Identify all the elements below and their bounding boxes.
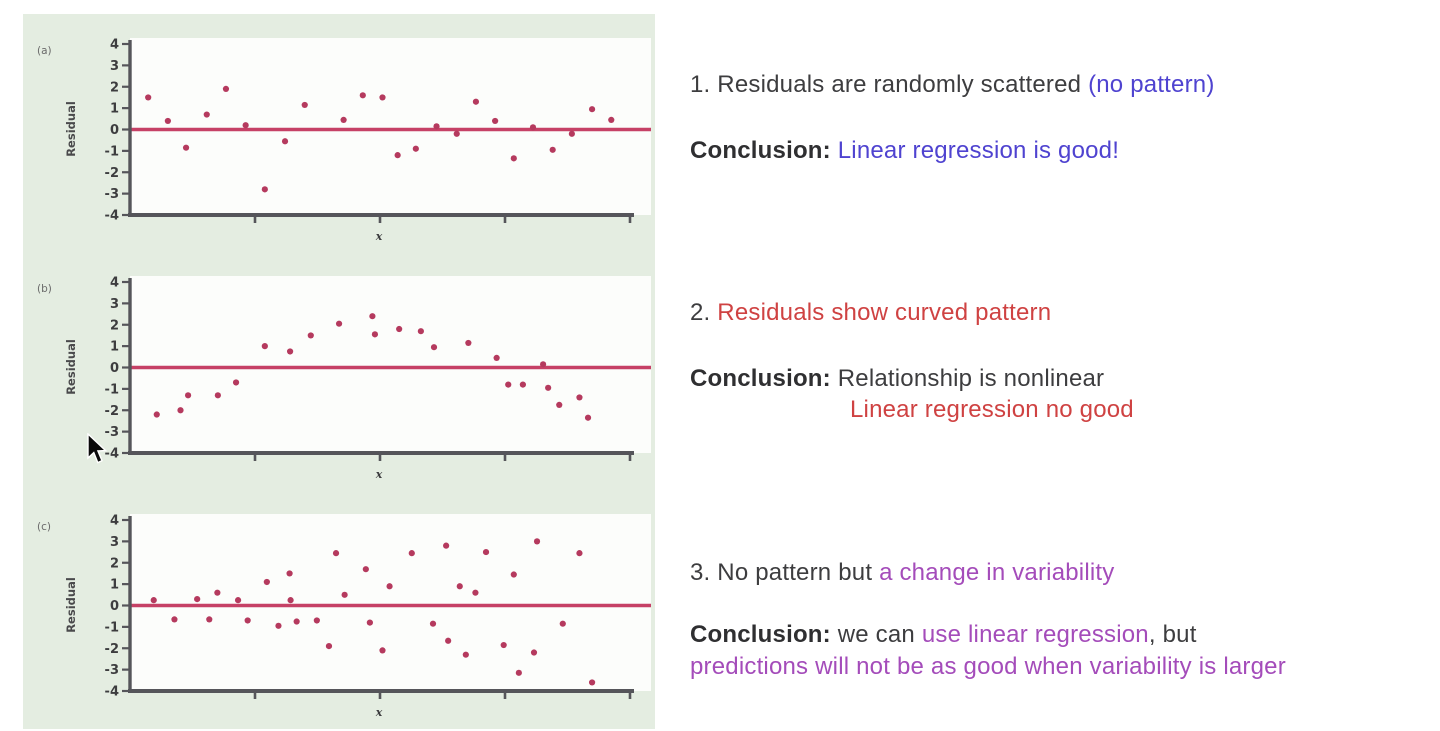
note-3-line-3: predictions will not be as good when var… xyxy=(690,652,1286,682)
svg-text:-3: -3 xyxy=(105,663,119,678)
svg-text:x: x xyxy=(375,230,383,243)
conclusion-label: Conclusion: xyxy=(690,365,838,392)
note-2-conclusion: Conclusion: Relationship is nonlinear xyxy=(690,364,1104,394)
svg-text:2: 2 xyxy=(110,80,119,95)
svg-text:-4: -4 xyxy=(105,209,119,224)
note-2-line-1: 2. Residuals show curved pattern xyxy=(690,298,1051,328)
svg-text:3: 3 xyxy=(110,535,119,550)
scatter-chart-c: 4 3 2 1 0 -1 -2 -3 -4 Residual x (c) xyxy=(37,514,651,719)
text-segment: (no pattern) xyxy=(1088,71,1215,98)
note-2-line-3: Linear regression no good xyxy=(690,395,1134,425)
svg-text:1: 1 xyxy=(110,340,119,355)
text-segment: Relationship is nonlinear xyxy=(837,365,1105,392)
text-segment: a change in variability xyxy=(879,559,1115,586)
svg-text:x: x xyxy=(375,468,383,481)
mouse-cursor-icon xyxy=(87,433,108,464)
svg-text:1: 1 xyxy=(110,102,119,117)
svg-text:-2: -2 xyxy=(105,642,119,657)
residual-plots-panel: 4 3 2 1 0 -1 -2 -3 -4 Residual x (a) 4 3 2 1 0 -1 -2 -3 -4 R… xyxy=(23,14,655,729)
svg-text:2: 2 xyxy=(110,318,119,333)
svg-text:Residual: Residual xyxy=(64,101,78,157)
svg-text:4: 4 xyxy=(110,276,119,291)
conclusion-label: Conclusion: xyxy=(690,137,838,164)
text-segment: 3. No pattern but xyxy=(690,559,880,586)
svg-text:4: 4 xyxy=(110,514,119,529)
svg-text:x: x xyxy=(375,706,383,719)
scatter-chart-a: 4 3 2 1 0 -1 -2 -3 -4 Residual x (a) xyxy=(37,38,651,243)
text-segment: , but xyxy=(1148,621,1197,648)
svg-text:Residual: Residual xyxy=(64,339,78,395)
note-1-conclusion: Conclusion: Linear regression is good! xyxy=(690,136,1119,166)
svg-text:1: 1 xyxy=(110,578,119,593)
residual-plot-a: 4 3 2 1 0 -1 -2 -3 -4 Residual x (a) xyxy=(23,36,655,251)
svg-text:Residual: Residual xyxy=(64,577,78,633)
residual-plot-c: 4 3 2 1 0 -1 -2 -3 -4 Residual x (c) xyxy=(23,512,655,727)
svg-text:2: 2 xyxy=(110,556,119,571)
text-segment: Linear regression no good xyxy=(850,396,1134,423)
svg-text:3: 3 xyxy=(110,297,119,312)
text-segment: Residuals show curved pattern xyxy=(717,299,1052,326)
note-3-conclusion: Conclusion: we can use linear regression… xyxy=(690,620,1197,650)
svg-text:(c): (c) xyxy=(37,521,51,533)
text-segment: 1. Residuals are randomly scattered xyxy=(690,71,1089,98)
svg-text:-3: -3 xyxy=(105,425,119,440)
conclusion-label: Conclusion: xyxy=(690,621,838,648)
svg-text:-4: -4 xyxy=(105,447,119,462)
note-3-line-1: 3. No pattern but a change in variabilit… xyxy=(690,558,1114,588)
text-segment: predictions will not be as good when var… xyxy=(690,653,1286,680)
svg-text:-1: -1 xyxy=(105,620,119,635)
svg-text:-1: -1 xyxy=(105,144,119,159)
svg-text:4: 4 xyxy=(110,38,119,53)
text-segment: Linear regression is good! xyxy=(837,137,1120,164)
svg-text:-2: -2 xyxy=(105,404,119,419)
svg-text:-1: -1 xyxy=(105,382,119,397)
svg-text:0: 0 xyxy=(110,361,119,376)
svg-text:0: 0 xyxy=(110,599,119,614)
svg-text:-3: -3 xyxy=(105,187,119,202)
scatter-chart-b: 4 3 2 1 0 -1 -2 -3 -4 Residual x (b) xyxy=(37,276,651,481)
note-1-line-1: 1. Residuals are randomly scattered (no … xyxy=(690,70,1215,100)
svg-text:0: 0 xyxy=(110,123,119,138)
svg-text:(a): (a) xyxy=(37,45,52,57)
svg-text:3: 3 xyxy=(110,59,119,74)
text-segment: we can xyxy=(837,621,922,648)
text-segment: 2. xyxy=(690,299,718,326)
svg-text:-2: -2 xyxy=(105,166,119,181)
svg-text:(b): (b) xyxy=(37,283,52,295)
residual-plot-b: 4 3 2 1 0 -1 -2 -3 -4 Residual x (b) xyxy=(23,274,655,489)
svg-text:-4: -4 xyxy=(105,685,119,700)
text-segment: use linear regression xyxy=(921,621,1149,648)
